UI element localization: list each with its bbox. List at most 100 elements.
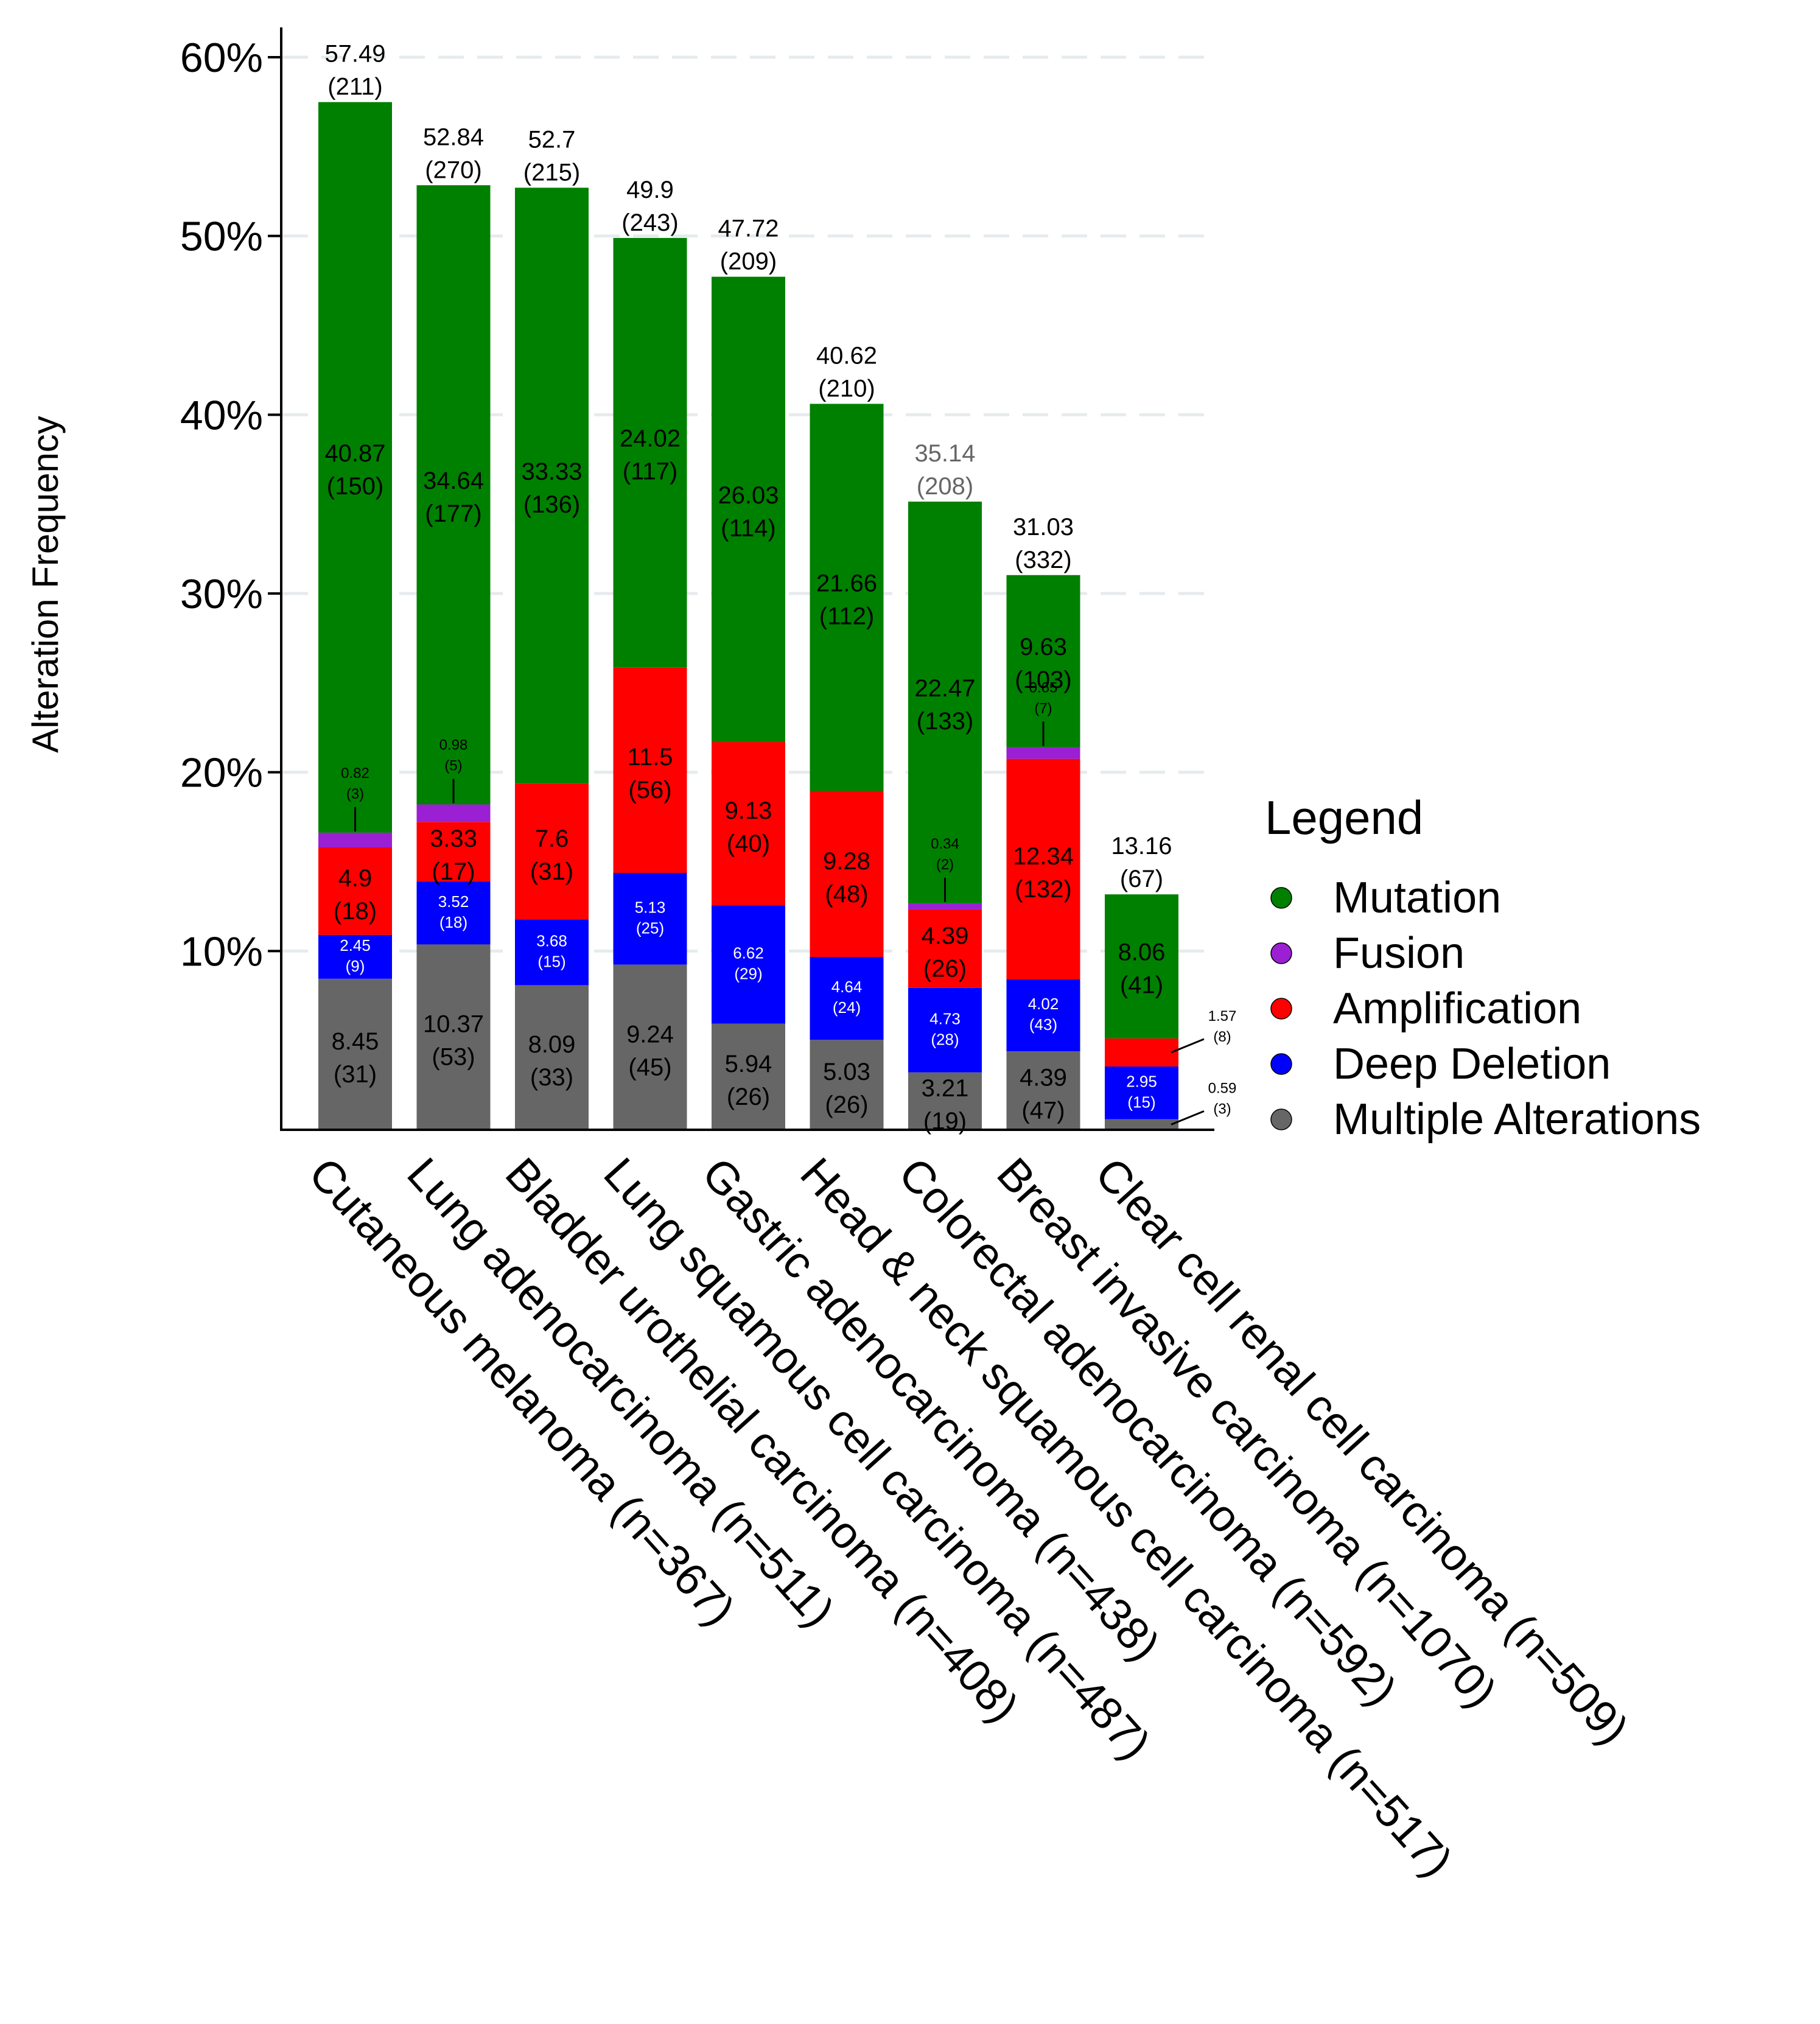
label-mutation-value: 21.66	[816, 570, 877, 597]
label-deep-deletion-value: 3.52	[438, 892, 469, 911]
label-mutation-value: 33.33	[521, 458, 582, 485]
label-deep-deletion-value: 5.13	[635, 898, 666, 916]
legend-label: Multiple Alterations	[1333, 1095, 1701, 1144]
axes	[280, 27, 1214, 1131]
label-mutation-count: (177)	[425, 500, 481, 527]
label-deep-deletion-value: 3.68	[536, 931, 567, 950]
leader-line	[1171, 1038, 1205, 1054]
y-tick-label: 40%	[180, 392, 263, 438]
bar-segment-multiple-alterations	[318, 978, 392, 1130]
total-label-value: 52.84	[423, 124, 484, 150]
label-mutation-value: 22.47	[914, 675, 975, 702]
bar-segment-amplification	[1006, 758, 1080, 980]
legend-label: Fusion	[1333, 929, 1465, 978]
label-deep-deletion-count: (15)	[1127, 1093, 1155, 1111]
label-fusion-value: 0.98	[439, 737, 468, 754]
data-labels: 8.45 (31) 10.37 (53) 8.09 (33) 9.24 (45) 5.94 (26…	[324, 41, 1236, 1135]
total-label-count: (210)	[818, 375, 875, 402]
total-label-count: (243)	[621, 209, 678, 236]
bar-segment-mutation	[613, 237, 687, 668]
label-mutation-count: (136)	[523, 491, 580, 518]
total-label-value: 31.03	[1013, 514, 1074, 541]
label-multiple-alterations-count: (31)	[334, 1061, 377, 1088]
label-amplification-value: 3.33	[430, 825, 477, 852]
bar-segment-fusion	[416, 804, 491, 822]
bar-segment-multiple-alterations	[416, 944, 491, 1130]
bar-segment-deep-deletion	[318, 934, 392, 979]
label-multiple-alterations-count: (26)	[825, 1091, 868, 1118]
label-amplification-count: (8)	[1213, 1029, 1231, 1045]
label-amplification-count: (26)	[923, 955, 967, 982]
label-mutation-count: (41)	[1120, 972, 1163, 999]
label-multiple-alterations-value: 9.24	[626, 1021, 674, 1048]
label-deep-deletion-value: 4.64	[831, 978, 863, 996]
total-label-count: (211)	[327, 74, 382, 100]
label-amplification-count: (40)	[727, 830, 770, 857]
y-tick-label: 10%	[180, 928, 263, 975]
label-fusion-count: (3)	[346, 786, 364, 802]
bars	[318, 102, 1178, 1130]
label-mutation-count: (103)	[1015, 667, 1071, 693]
bar-segment-deep-deletion	[908, 987, 982, 1073]
label-amplification-value: 9.28	[823, 848, 870, 875]
bar-segment-multiple-alterations	[810, 1040, 884, 1130]
bar-segment-amplification	[318, 847, 392, 935]
legend-label: Mutation	[1333, 874, 1501, 922]
label-mutation-count: (117)	[623, 458, 677, 485]
bar-segment-mutation	[810, 404, 884, 791]
label-fusion-count: (2)	[936, 856, 954, 873]
label-deep-deletion-count: (25)	[636, 919, 664, 937]
label-deep-deletion-count: (15)	[537, 952, 565, 970]
label-amplification-value: 9.13	[725, 797, 772, 824]
label-amplification-value: 12.34	[1013, 843, 1074, 870]
bar-segment-deep-deletion	[613, 873, 687, 965]
bar-segment-mutation	[1105, 894, 1178, 1038]
label-fusion-count: (7)	[1034, 701, 1052, 717]
bar-segment-multiple-alterations	[1006, 1051, 1080, 1130]
bar-segment-fusion	[908, 903, 982, 909]
label-amplification-value: 7.6	[535, 825, 569, 852]
legend-title: Legend	[1265, 791, 1423, 844]
total-label-value: 40.62	[816, 342, 877, 369]
bar-segment-deep-deletion	[1105, 1066, 1178, 1119]
label-amplification-count: (56)	[628, 777, 671, 804]
y-tick-label: 20%	[180, 750, 263, 796]
label-multiple-alterations-value: 3.21	[922, 1075, 969, 1102]
total-label-count: (209)	[720, 248, 777, 275]
bar-segment-multiple-alterations	[613, 964, 687, 1130]
legend-swatch	[1270, 942, 1292, 964]
label-deep-deletion-count: (28)	[931, 1030, 959, 1048]
label-amplification-count: (17)	[432, 858, 475, 885]
label-mutation-value: 40.87	[324, 440, 385, 467]
label-deep-deletion-value: 2.95	[1126, 1072, 1157, 1090]
bar-segment-amplification	[515, 783, 589, 920]
y-axis-title: Alteration Frequency	[25, 416, 66, 753]
bar-segment-fusion	[318, 832, 392, 848]
bar-segment-mutation	[416, 185, 491, 805]
legend-swatch	[1270, 887, 1292, 909]
legend-swatch	[1270, 998, 1292, 1020]
bar-segment-amplification	[908, 909, 982, 988]
total-label-value: 49.9	[626, 177, 674, 203]
bar-segment-deep-deletion	[810, 957, 884, 1040]
bar-segment-deep-deletion	[515, 919, 589, 986]
label-multiple-alterations-count: (26)	[727, 1084, 770, 1110]
label-mutation-value: 26.03	[718, 482, 779, 509]
bar-segment-deep-deletion	[1006, 979, 1080, 1052]
label-mutation-count: (112)	[819, 603, 874, 629]
label-deep-deletion-value: 6.62	[733, 944, 764, 962]
label-multiple-alterations-value: 5.94	[725, 1051, 772, 1077]
label-deep-deletion-value: 4.73	[929, 1009, 961, 1028]
bar-segment-mutation	[712, 276, 785, 743]
bar-segment-amplification	[613, 667, 687, 874]
label-multiple-alterations-count: (3)	[1213, 1101, 1231, 1117]
label-mutation-value: 9.63	[1020, 634, 1067, 660]
label-deep-deletion-count: (29)	[734, 964, 762, 982]
label-mutation-count: (114)	[721, 515, 775, 542]
total-label-count: (208)	[917, 473, 973, 500]
label-deep-deletion-value: 2.45	[340, 936, 371, 954]
label-amplification-value: 1.57	[1208, 1008, 1237, 1024]
label-amplification-value: 11.5	[628, 744, 673, 771]
label-multiple-alterations-value: 5.03	[823, 1059, 870, 1085]
bar-segment-multiple-alterations	[1105, 1119, 1178, 1130]
